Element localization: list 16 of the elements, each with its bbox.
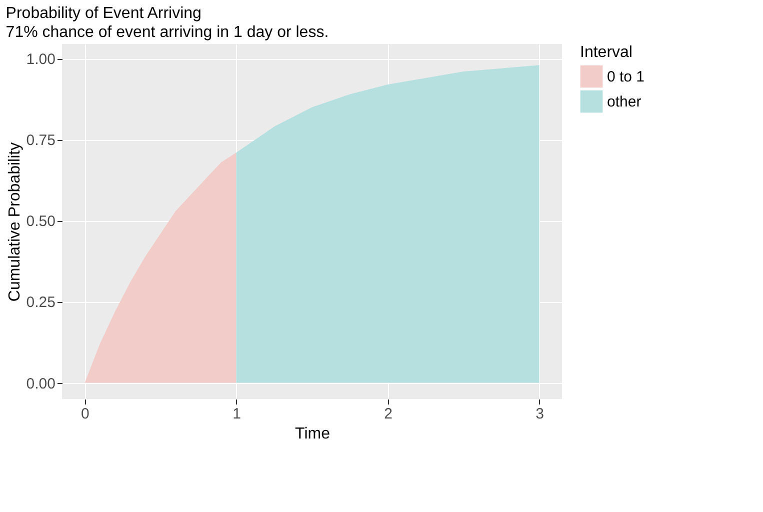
chart-title: Probability of Event Arriving xyxy=(6,5,202,22)
x-tick-label: 0 xyxy=(81,406,90,422)
y-tick-label: 1.00 xyxy=(26,51,56,68)
legend-title: Interval xyxy=(580,44,632,61)
chart-subtitle: 71% chance of event arriving in 1 day or less. xyxy=(6,24,329,41)
y-tick-label: 0.75 xyxy=(26,132,56,150)
y-tick-label: 0.25 xyxy=(26,294,56,312)
x-axis-title: Time xyxy=(295,426,330,442)
y-tick-label: 0.00 xyxy=(26,375,56,392)
x-tick-label: 2 xyxy=(384,406,392,422)
y-tick-label: 0.50 xyxy=(26,213,56,230)
x-tick-label: 3 xyxy=(536,406,544,422)
legend-label: 0 to 1 xyxy=(607,68,645,86)
x-tick-label: 1 xyxy=(232,406,241,422)
y-axis-title: Cumulative Probability xyxy=(6,142,24,302)
legend-label: other xyxy=(607,94,642,110)
